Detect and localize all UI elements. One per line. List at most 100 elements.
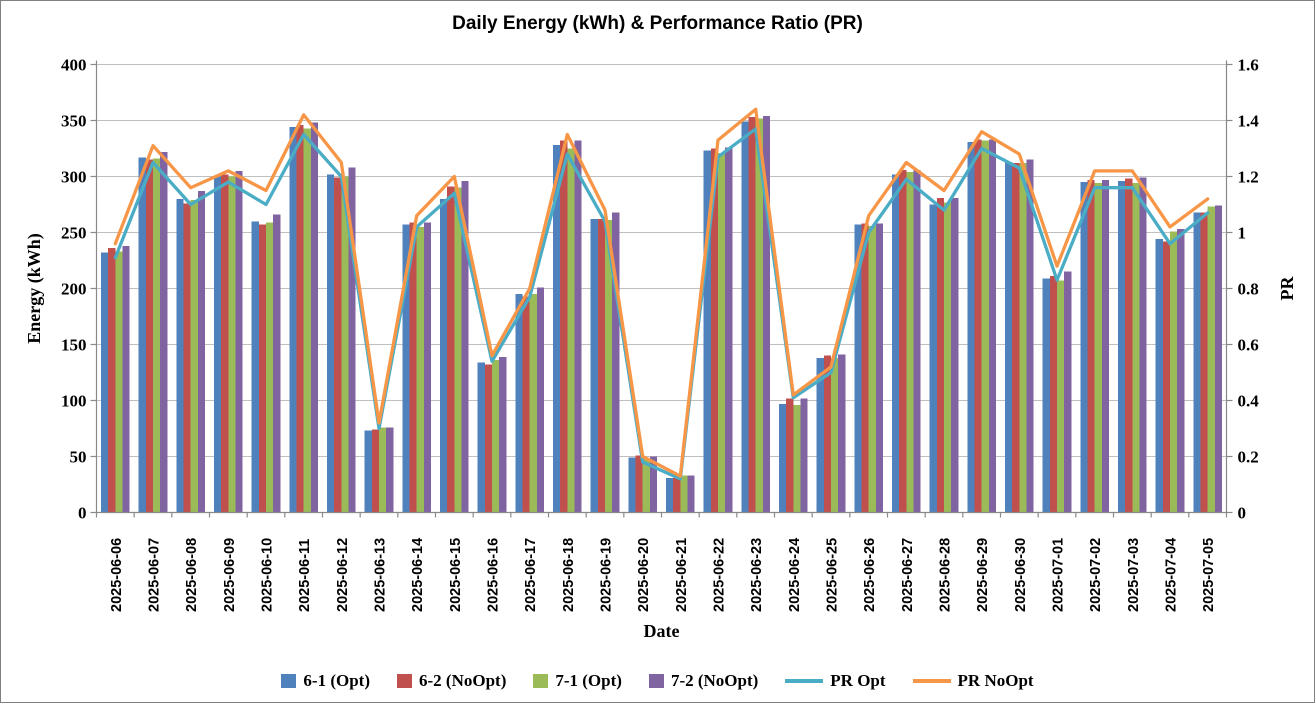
right-tick-label: 0.4	[1238, 392, 1260, 411]
chart-title: Daily Energy (kWh) & Performance Ratio (…	[452, 13, 863, 34]
bar-7-2-noopt-	[649, 456, 658, 513]
right-tick-label: 1	[1238, 224, 1247, 243]
bar-6-1-opt-	[289, 127, 297, 513]
bar-6-1-opt-	[176, 198, 184, 513]
bar-6-2-noopt-	[145, 159, 153, 513]
bar-7-2-noopt-	[122, 245, 130, 513]
bar-6-1-opt-	[213, 176, 222, 513]
x-category-label: 2025-06-17	[523, 538, 539, 612]
bar-7-1-opt-	[680, 475, 688, 513]
bar-7-2-noopt-	[310, 122, 319, 513]
bar-6-1-opt-	[590, 219, 598, 513]
left-tick-label: 150	[61, 336, 87, 355]
left-tick-label: 0	[78, 504, 87, 523]
bar-7-1-opt-	[1170, 231, 1178, 513]
bar-7-2-noopt-	[197, 191, 206, 513]
bar-7-1-opt-	[228, 176, 236, 513]
legend-label: 7-2 (NoOpt)	[670, 671, 759, 690]
bar-6-1-opt-	[816, 357, 824, 513]
bar-6-2-noopt-	[597, 219, 605, 513]
x-axis-title: Date	[644, 621, 680, 641]
x-category-label: 2025-06-14	[410, 538, 426, 612]
bar-7-2-noopt-	[1139, 177, 1147, 513]
bar-6-1-opt-	[1004, 161, 1013, 513]
bar-6-1-opt-	[251, 221, 259, 513]
right-tick-label: 1.4	[1238, 112, 1260, 131]
bar-6-2-noopt-	[823, 355, 831, 513]
right-tick-label: 0.8	[1238, 280, 1259, 299]
x-category-label: 2025-07-02	[1088, 538, 1104, 612]
bar-6-1-opt-	[515, 294, 523, 513]
bar-7-1-opt-	[1094, 183, 1102, 513]
bar-6-2-noopt-	[409, 222, 417, 513]
legend-item-6-2-noopt-: 6-2 (NoOpt)	[397, 671, 506, 691]
bar-6-2-noopt-	[1125, 178, 1133, 513]
x-category-label: 2025-06-30	[1013, 538, 1029, 612]
bar-6-2-noopt-	[258, 224, 266, 513]
left-tick-label: 250	[61, 224, 87, 243]
bar-7-2-noopt-	[536, 287, 545, 513]
x-category-label: 2025-06-28	[938, 538, 954, 612]
bar-6-2-noopt-	[334, 177, 342, 513]
bar-7-1-opt-	[1057, 280, 1065, 513]
bar-6-1-opt-	[552, 145, 561, 513]
bar-6-2-noopt-	[296, 124, 304, 513]
bar-6-2-noopt-	[183, 203, 191, 513]
bar-7-2-noopt-	[762, 116, 771, 513]
legend-label: 7-1 (Opt)	[555, 671, 622, 690]
bar-6-2-noopt-	[484, 364, 492, 513]
line-pr-noopt	[113, 107, 1210, 478]
x-category-label: 2025-06-22	[712, 538, 728, 612]
legend-swatch-icon	[281, 674, 297, 688]
bar-6-1-opt-	[138, 157, 146, 513]
legend-line-icon	[912, 679, 951, 683]
x-category-label: 2025-06-19	[599, 538, 615, 612]
bar-6-1-opt-	[967, 141, 975, 513]
bar-7-1-opt-	[1019, 163, 1027, 513]
bar-7-2-noopt-	[1177, 229, 1185, 513]
bar-6-2-noopt-	[108, 248, 116, 513]
bar-7-1-opt-	[981, 140, 989, 513]
bar-7-2-noopt-	[1064, 271, 1072, 513]
bar-7-2-noopt-	[913, 169, 921, 513]
bar-7-1-opt-	[718, 152, 726, 513]
bar-7-2-noopt-	[348, 167, 356, 513]
legend-item-pr-noopt: PR NoOpt	[912, 671, 1034, 691]
bar-7-1-opt-	[868, 225, 876, 513]
right-tick-label: 0	[1238, 504, 1247, 523]
bar-6-2-noopt-	[635, 455, 643, 513]
x-category-label: 2025-06-06	[109, 538, 125, 612]
bar-6-2-noopt-	[221, 174, 229, 513]
bar-6-1-opt-	[1117, 180, 1126, 513]
bar-7-2-noopt-	[461, 180, 469, 513]
y-axis-title-left: Energy (kWh)	[24, 233, 45, 344]
x-category-label: 2025-06-18	[561, 538, 577, 612]
x-category-label: 2025-06-21	[674, 538, 690, 612]
bar-6-1-opt-	[741, 121, 749, 513]
bar-7-2-noopt-	[988, 139, 997, 513]
bar-7-1-opt-	[115, 251, 123, 513]
bar-6-2-noopt-	[371, 429, 379, 513]
bar-7-1-opt-	[1207, 206, 1215, 513]
bar-7-2-noopt-	[951, 197, 959, 513]
bar-7-2-noopt-	[1026, 159, 1034, 513]
bar-7-2-noopt-	[875, 223, 884, 513]
legend-swatch-icon	[397, 674, 412, 688]
legend-item-7-2-noopt-: 7-2 (NoOpt)	[648, 671, 759, 691]
bar-6-2-noopt-	[936, 197, 944, 513]
bar-6-1-opt-	[1042, 278, 1050, 513]
legend-item-7-1-opt-: 7-1 (Opt)	[533, 671, 622, 691]
x-category-label: 2025-06-08	[184, 538, 200, 612]
legend-label: PR Opt	[830, 671, 886, 690]
legend-label: 6-1 (Opt)	[303, 671, 370, 690]
bar-6-1-opt-	[703, 150, 711, 513]
x-category-label: 2025-06-25	[825, 538, 841, 612]
bar-6-2-noopt-	[1012, 163, 1020, 513]
bar-7-1-opt-	[190, 200, 198, 513]
x-category-label: 2025-06-20	[636, 538, 652, 612]
x-category-label: 2025-07-05	[1201, 538, 1217, 612]
bar-7-1-opt-	[303, 128, 311, 513]
legend-swatch-icon	[533, 674, 549, 688]
x-category-label: 2025-07-03	[1126, 538, 1142, 612]
